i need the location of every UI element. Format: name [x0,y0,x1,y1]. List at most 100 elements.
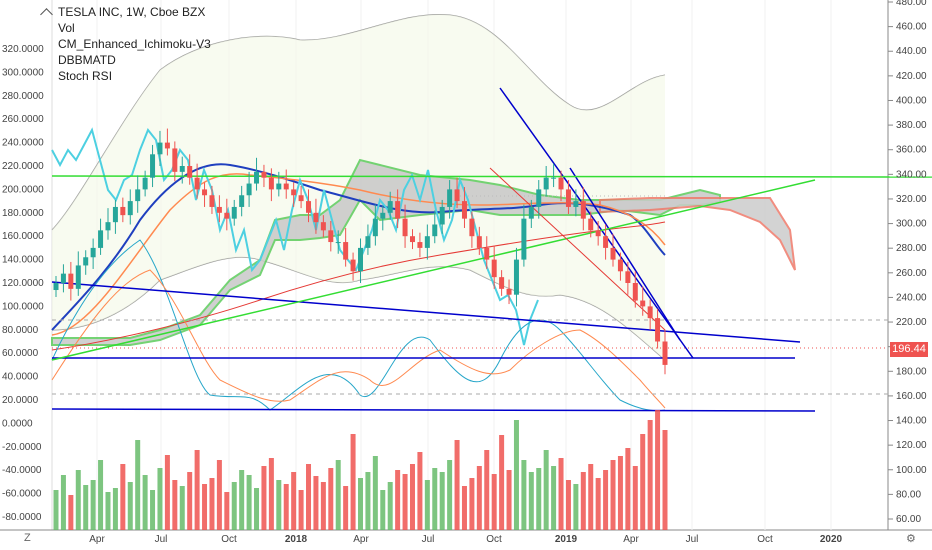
volume-bar [142,475,148,530]
right-axis-label: 180.00 [896,366,927,377]
trendline-green-horizontal [51,175,932,178]
left-axis-label: 140.0000 [2,255,44,266]
right-axis-label: 300.00 [896,219,927,230]
x-axis-label: 2018 [285,534,308,545]
volume-bar [358,478,363,530]
candle-body [454,189,460,202]
left-axis-label: -60.0000 [2,489,42,500]
candle-body [424,236,430,248]
candle-body [254,171,260,184]
candle-body [617,259,623,272]
volume-bar [112,488,118,530]
volume-bar [424,480,430,530]
legend-symbol[interactable]: TESLA INC, 1W, Cboe BZX [58,5,206,19]
candle-body [409,236,415,243]
left-axis-label: -80.0000 [2,512,42,523]
candle-body [239,195,245,207]
trendline-red-channel [489,167,666,331]
legend-stoch-rsi[interactable]: Stoch RSI [58,69,113,83]
volume-bar [335,460,341,530]
volume-bar [306,464,312,530]
volume-bar [528,472,534,530]
volume-bar [439,472,445,530]
candle-body [127,201,133,216]
zoom-reset-icon[interactable]: Z [24,532,31,544]
volume-bar [395,470,401,530]
candle-body [543,177,549,190]
volume-bar [640,434,646,530]
candle-body [60,273,66,283]
right-axis-label: 460.00 [896,22,927,33]
candle-body [513,259,519,295]
x-axis-label: 2019 [555,534,578,545]
left-axis-label: 260.0000 [2,114,44,125]
volume-bar [246,475,252,530]
volume-bar [313,476,319,530]
candle-body [298,195,304,202]
right-axis-label: 280.00 [896,243,927,254]
x-axis-label: Jul [686,534,699,545]
volume-bar [283,484,289,530]
candle-body [283,183,289,190]
volume-bar [350,434,356,530]
volume-bar [402,474,408,530]
candle-body [179,166,185,172]
volume-bar [60,475,66,530]
volume-bar [216,460,222,530]
right-axis-label: 260.00 [896,268,927,279]
x-axis-label: Jul [155,534,168,545]
volume-bar [224,492,230,530]
volume-bar [447,460,453,530]
right-axis-label: 420.00 [896,71,927,82]
candle-body [476,236,482,248]
settings-gear-icon[interactable]: ⚙ [906,533,916,545]
volume-bar [558,458,564,530]
right-axis-label: 360.00 [896,145,927,156]
x-axis-label: Jul [422,534,435,545]
candle-body [335,242,341,244]
candle-body [105,222,111,231]
left-axis-label: 20.0000 [2,395,39,406]
right-axis-label: 380.00 [896,120,927,131]
left-axis-label: 0.0000 [2,418,33,429]
volume-bar [172,480,178,530]
volume-bar [625,448,631,530]
candle-body [521,218,527,260]
left-indicator-axis: 320.0000 300.0000 280.0000 260.0000 240.0000… [2,44,44,523]
x-axis-label: 2020 [820,534,843,545]
candle-body [268,177,274,190]
volume-bar [454,440,460,530]
candle-body [632,283,638,301]
volume-bars [53,410,668,530]
volume-bar [365,472,371,530]
candle-body [358,247,363,272]
volume-bar [551,466,557,530]
volume-bar [417,452,423,530]
right-axis-label: 80.00 [896,489,921,500]
trendline-blue-bottom [51,408,816,412]
left-axis-label: -40.0000 [2,465,42,476]
right-axis-label: 220.00 [896,317,927,328]
volume-bar [565,480,571,530]
candle-body [224,212,230,219]
candle-body [231,206,237,219]
left-axis-label: 100.0000 [2,301,44,312]
legend-dbbmatd[interactable]: DBBMATD [58,53,116,67]
candle-body [135,189,141,202]
candle-body [610,247,616,260]
volume-bar [328,468,334,530]
legend-volume[interactable]: Vol [58,21,75,35]
volume-bar [409,464,415,530]
candle-body [313,212,319,223]
right-axis-label: 100.00 [896,465,927,476]
volume-bar [53,490,59,530]
left-axis-label: 300.0000 [2,67,44,78]
volume-bar [461,486,467,530]
left-axis-label: 200.0000 [2,184,44,195]
volume-bar [120,464,126,530]
candle-body [595,230,601,237]
legend-ichimoku[interactable]: CM_Enhanced_Ichimoku-V3 [58,37,211,51]
volume-bar [343,486,349,530]
candle-body [320,222,326,231]
